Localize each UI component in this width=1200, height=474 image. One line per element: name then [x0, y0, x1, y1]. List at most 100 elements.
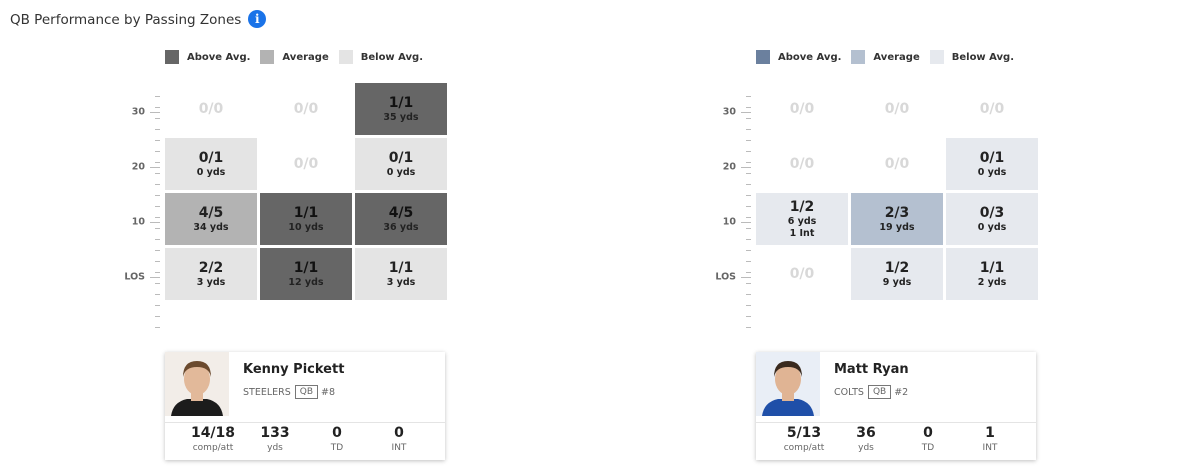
axis-tick: [746, 140, 751, 141]
axis-major-tick: [741, 112, 751, 113]
zone-detail: 9 yds: [882, 276, 912, 288]
legend: Above Avg. Average Below Avg.: [165, 50, 433, 64]
axis-tick: [155, 294, 160, 295]
zone-completions: 0/3: [979, 204, 1005, 221]
stat-label: yds: [267, 443, 283, 453]
zone-cell[interactable]: 0/1 0 yds: [355, 138, 447, 190]
zone-completions: 4/5: [198, 204, 224, 221]
zone-cell[interactable]: 1/1 3 yds: [355, 248, 447, 300]
zone-cell[interactable]: 4/5 34 yds: [165, 193, 257, 245]
zone-detail: 10 yds: [288, 221, 324, 233]
zone-detail: 2 yds: [977, 276, 1007, 288]
zone-cell[interactable]: 4/5 36 yds: [355, 193, 447, 245]
zone-cell[interactable]: 0/0: [165, 83, 257, 135]
axis-tick: [155, 118, 160, 119]
zone-detail: 0 yds: [977, 166, 1007, 178]
zone-cell[interactable]: 1/1 10 yds: [260, 193, 352, 245]
stat-value: 0: [394, 425, 404, 441]
zone-cell[interactable]: 1/1 35 yds: [355, 83, 447, 135]
zone-completions: 0/1: [198, 149, 224, 166]
zone-cell[interactable]: 0/0: [260, 138, 352, 190]
jersey-number: #2: [894, 386, 909, 398]
zone-completions: 1/1: [388, 94, 414, 111]
zone-completions: 0/0: [789, 100, 815, 117]
stat-value: 14/18: [190, 425, 236, 441]
axis-tick: [746, 173, 751, 174]
zone-cell[interactable]: 0/1 0 yds: [946, 138, 1038, 190]
legend-label: Average: [873, 51, 920, 63]
axis-tick: [746, 151, 751, 152]
axis-major-tick: [741, 222, 751, 223]
zone-cell[interactable]: 0/0: [756, 138, 848, 190]
zone-detail: 0 yds: [386, 166, 416, 178]
axis-tick: [155, 129, 160, 130]
player-photo: [756, 352, 820, 416]
zone-cell[interactable]: 0/0: [756, 248, 848, 300]
axis-tick: [155, 272, 160, 273]
axis-tick: [746, 316, 751, 317]
axis-tick: [746, 283, 751, 284]
axis-label: LOS: [124, 271, 145, 283]
zone-detail: 34 yds: [193, 221, 229, 233]
stat-int: 0 INT: [364, 423, 434, 453]
yard-axis: 30 20 10 LOS: [124, 0, 160, 474]
zone-cell[interactable]: 0/3 0 yds: [946, 193, 1038, 245]
position-badge: QB: [294, 385, 319, 399]
axis-label: 10: [131, 216, 145, 228]
stat-label: comp/att: [192, 443, 234, 453]
axis-tick: [155, 250, 160, 251]
zone-completions: 1/2: [884, 259, 910, 276]
axis-label: 30: [722, 106, 736, 118]
zone-cell[interactable]: 0/0: [260, 83, 352, 135]
zone-completions: 2/3: [884, 204, 910, 221]
player-meta: STEELERS QB #8: [243, 385, 335, 399]
axis-tick: [155, 305, 160, 306]
stat-yds: 36 yds: [831, 423, 901, 453]
zone-completions: 1/1: [388, 259, 414, 276]
axis-tick: [155, 195, 160, 196]
player-name[interactable]: Kenny Pickett: [243, 362, 345, 377]
player-card: Kenny Pickett STEELERS QB #8 14/18 comp/att 13…: [165, 352, 445, 460]
stat-label: INT: [982, 443, 998, 453]
legend-swatch: [165, 50, 179, 64]
axis-tick: [155, 140, 160, 141]
zone-cell[interactable]: 1/2 9 yds: [851, 248, 943, 300]
axis-major-tick: [741, 277, 751, 278]
zone-cell[interactable]: 1/2 6 yds 1 Int: [756, 193, 848, 245]
zone-detail: 1 Int: [789, 227, 815, 239]
stat-row: 5/13 comp/att 36 yds 0 TD 1 INT: [756, 422, 1036, 461]
zone-completions: 0/0: [979, 100, 1005, 117]
zone-cell[interactable]: 2/2 3 yds: [165, 248, 257, 300]
stat-label: INT: [391, 443, 407, 453]
zone-cell[interactable]: 0/1 0 yds: [165, 138, 257, 190]
stat-comp-att: 5/13 comp/att: [769, 423, 839, 453]
axis-tick: [155, 206, 160, 207]
legend-label: Below Avg.: [951, 51, 1015, 63]
zone-detail: 6 yds: [787, 215, 817, 227]
qb-panel-1: Above Avg. Average Below Avg. 30 20 10 LOS 0/0 0…: [124, 0, 465, 474]
player-name[interactable]: Matt Ryan: [834, 362, 909, 377]
axis-tick: [746, 184, 751, 185]
stat-value: 0: [923, 425, 933, 441]
zone-cell[interactable]: 1/1 2 yds: [946, 248, 1038, 300]
zone-cell[interactable]: 0/0: [946, 83, 1038, 135]
team-name: STEELERS: [243, 386, 291, 398]
info-icon[interactable]: i: [248, 10, 267, 28]
zone-cell[interactable]: 0/0: [851, 83, 943, 135]
zone-completions: 4/5: [388, 204, 414, 221]
zone-detail: 0 yds: [977, 221, 1007, 233]
axis-tick: [155, 162, 160, 163]
axis-tick: [155, 228, 160, 229]
player-meta: COLTS QB #2: [834, 385, 908, 399]
axis-tick: [746, 96, 751, 97]
zone-cell[interactable]: 0/0: [851, 138, 943, 190]
zone-cell[interactable]: 1/1 12 yds: [260, 248, 352, 300]
axis-tick: [746, 305, 751, 306]
axis-tick: [155, 316, 160, 317]
zone-cell[interactable]: 0/0: [756, 83, 848, 135]
jersey-number: #8: [321, 386, 336, 398]
zone-completions: 1/1: [293, 259, 319, 276]
stat-value: 133: [260, 425, 290, 441]
zone-cell[interactable]: 2/3 19 yds: [851, 193, 943, 245]
stat-value: 0: [332, 425, 342, 441]
